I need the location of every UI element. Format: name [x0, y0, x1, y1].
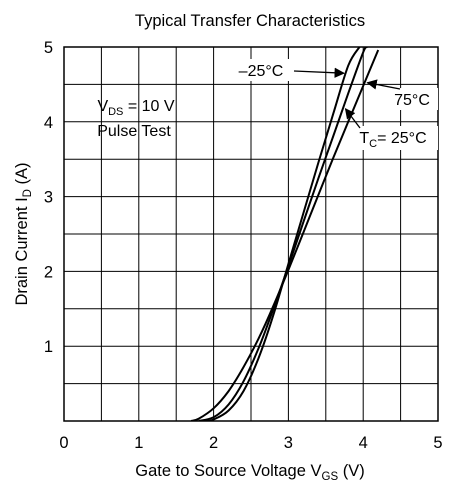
y-tick-label: 3 [44, 189, 53, 207]
x-tick-label: 1 [134, 434, 143, 452]
condition-pulse-test: Pulse Test [97, 123, 171, 140]
curve-annotations: –25°C 75°C TC= 25°C [229, 59, 438, 150]
condition-vds-main: V [97, 98, 108, 115]
annotation-background [386, 88, 438, 110]
y-axis-label-sub: D [22, 189, 34, 197]
annotation-background [348, 126, 438, 150]
y-tick-label: 4 [44, 114, 53, 132]
annotation-label-75: 75°C [394, 92, 430, 109]
annotation-label-minus25: –25°C [239, 63, 284, 80]
y-axis-label-main: Drain Current I [13, 197, 31, 305]
x-tick-label: 5 [433, 434, 442, 452]
annotation-background [229, 59, 293, 81]
plot-frame [63, 46, 439, 422]
annotation-label-tc25: TC= 25°C [359, 130, 426, 150]
x-tick-label: 2 [209, 434, 218, 452]
x-axis-label-unit: (V) [338, 462, 365, 480]
x-tick-labels: 0 1 2 3 4 5 [59, 434, 442, 452]
y-tick-label: 1 [44, 338, 53, 356]
curve-series-3 [190, 49, 380, 421]
y-tick-label: 2 [44, 263, 53, 281]
condition-vds-rest: = 10 V [123, 98, 174, 115]
curve-series-2 [198, 47, 368, 421]
annotation-arrow [366, 79, 401, 90]
x-tick-label: 4 [359, 434, 368, 452]
y-axis-label: Drain Current ID (A) [13, 162, 34, 305]
y-tick-labels: 1 2 3 4 5 [44, 39, 53, 356]
y-tick-label: 5 [44, 39, 53, 57]
y-axis-label-unit: (A) [13, 162, 31, 189]
chart-title: Typical Transfer Characteristics [135, 12, 365, 30]
x-tick-label: 3 [284, 434, 293, 452]
grid-lines [64, 47, 438, 421]
x-axis-label: Gate to Source Voltage VGS (V) [135, 462, 364, 483]
x-tick-label: 0 [59, 434, 68, 452]
condition-vds-sub: DS [108, 106, 123, 118]
annotation-arrow [293, 67, 345, 78]
condition-vds: VDS = 10 V [97, 98, 174, 118]
x-axis-label-main: Gate to Source Voltage V [135, 462, 321, 480]
x-axis-label-sub: GS [322, 471, 339, 483]
annotation-arrow [344, 108, 361, 129]
curves [190, 47, 380, 421]
